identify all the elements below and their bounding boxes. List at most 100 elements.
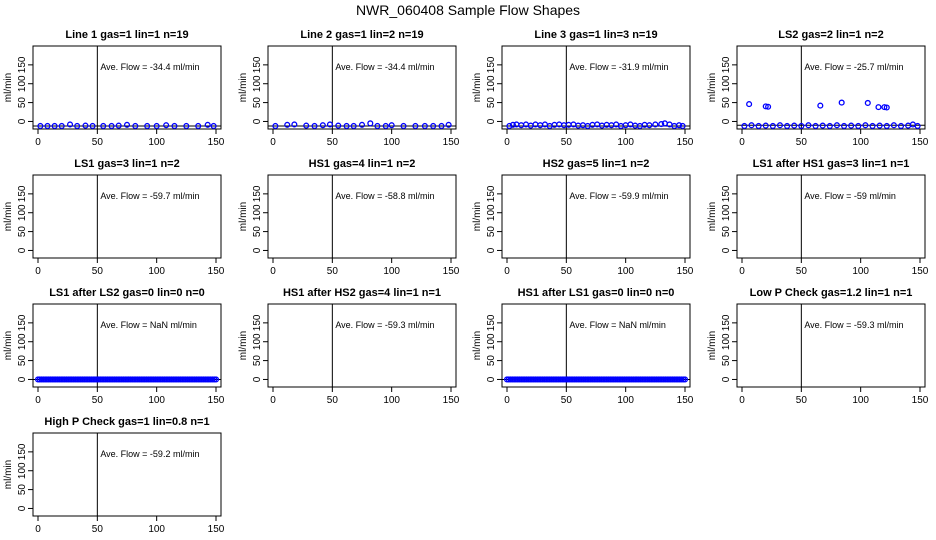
- data-point: [100, 122, 107, 130]
- data-point: [762, 103, 769, 110]
- data-point: [658, 121, 665, 128]
- data-point: [897, 122, 905, 130]
- data-point: [204, 121, 211, 128]
- data-point: [171, 122, 178, 130]
- data-point: [144, 122, 151, 130]
- data-point: [875, 104, 882, 111]
- data-point: [579, 122, 586, 129]
- data-point: [66, 121, 74, 128]
- panel-title: Line 1 gas=1 lin=1 n=19: [65, 29, 188, 41]
- data-point: [812, 122, 819, 130]
- data-point: [676, 122, 683, 129]
- data-point: [58, 122, 65, 130]
- x-tick-label: 100: [383, 137, 400, 148]
- data-point: [826, 122, 833, 130]
- data-point: [388, 122, 395, 129]
- data-point: [817, 102, 824, 109]
- data-point: [123, 121, 131, 128]
- data-point: [755, 122, 762, 130]
- data-point: [819, 122, 826, 129]
- data-point: [183, 122, 190, 130]
- x-tick-label: 100: [852, 137, 869, 148]
- data-point: [212, 376, 220, 383]
- data-point: [805, 122, 812, 129]
- data-point: [195, 122, 202, 130]
- data-point: [509, 121, 516, 128]
- y-tick-label: 50: [17, 484, 28, 496]
- data-point: [838, 99, 845, 106]
- data-point: [881, 104, 888, 111]
- x-tick-label: 50: [92, 266, 104, 277]
- y-tick-label: 100: [17, 75, 28, 92]
- plot-frame: [267, 303, 457, 388]
- data-point: [272, 122, 279, 130]
- average-flow-annotation: Ave. Flow = NaN ml/min: [569, 320, 666, 330]
- data-point: [622, 122, 629, 129]
- average-flow-annotation: Ave. Flow = -59.9 ml/min: [569, 191, 668, 201]
- panel-title: Low P Check gas=1.2 lin=1 n=1: [750, 287, 913, 299]
- data-point: [153, 122, 160, 130]
- panel-title: HS1 gas=4 lin=1 n=2: [309, 158, 416, 170]
- y-tick-label: 150: [252, 185, 263, 202]
- y-tick-label: 150: [486, 56, 497, 73]
- y-axis-label: ml/min: [3, 202, 14, 231]
- x-tick-label: 100: [617, 137, 634, 148]
- data-point: [841, 122, 848, 130]
- data-point: [335, 122, 342, 129]
- y-tick-label: 50: [252, 355, 263, 367]
- plot-frame: [736, 303, 926, 388]
- y-tick-label: 0: [17, 118, 28, 124]
- x-tick-label: 0: [739, 137, 745, 148]
- y-tick-label: 150: [17, 314, 28, 331]
- data-point: [762, 122, 769, 129]
- data-point: [343, 122, 350, 130]
- data-point: [679, 122, 686, 130]
- x-tick-label: 0: [35, 395, 41, 406]
- x-tick-label: 0: [270, 137, 276, 148]
- x-tick-label: 0: [739, 266, 745, 277]
- data-point: [537, 122, 544, 129]
- y-tick-label: 0: [721, 118, 732, 124]
- panel-title: Line 2 gas=1 lin=2 n=19: [300, 29, 423, 41]
- y-axis-label: ml/min: [707, 331, 718, 360]
- x-tick-label: 50: [327, 395, 339, 406]
- data-point: [746, 101, 753, 108]
- y-axis-label: ml/min: [238, 331, 249, 360]
- x-tick-label: 0: [270, 266, 276, 277]
- data-point: [883, 122, 890, 130]
- data-point: [890, 122, 897, 129]
- x-tick-label: 100: [617, 395, 634, 406]
- y-tick-label: 50: [721, 226, 732, 238]
- y-axis-label: ml/min: [238, 202, 249, 231]
- plot-frame: [267, 174, 457, 259]
- x-tick-label: 50: [796, 266, 808, 277]
- data-point: [791, 122, 798, 129]
- data-point: [506, 122, 513, 130]
- y-tick-label: 150: [486, 185, 497, 202]
- data-point: [74, 122, 81, 130]
- y-axis-label: ml/min: [472, 202, 483, 231]
- data-point: [848, 122, 855, 129]
- data-point: [769, 122, 776, 130]
- data-point: [132, 122, 139, 130]
- y-axis-label: ml/min: [3, 73, 14, 102]
- x-tick-label: 150: [208, 137, 225, 148]
- y-tick-label: 50: [252, 97, 263, 109]
- y-tick-label: 100: [17, 333, 28, 350]
- y-axis-label: ml/min: [472, 331, 483, 360]
- y-tick-label: 150: [252, 56, 263, 73]
- y-tick-label: 50: [252, 226, 263, 238]
- y-tick-label: 50: [486, 97, 497, 109]
- data-point: [291, 121, 298, 128]
- data-point: [284, 121, 291, 128]
- panel-title: LS1 after LS2 gas=0 lin=0 n=0: [49, 287, 205, 299]
- x-tick-label: 150: [912, 395, 929, 406]
- y-tick-label: 0: [252, 247, 263, 253]
- x-tick-label: 50: [327, 266, 339, 277]
- plot-frame: [32, 174, 222, 259]
- y-tick-label: 100: [17, 204, 28, 221]
- panel-title: HS1 after HS2 gas=4 lin=1 n=1: [283, 287, 441, 299]
- panel-title: LS1 after HS1 gas=3 lin=1 n=1: [753, 158, 910, 170]
- panel-title: High P Check gas=1 lin=0.8 n=1: [44, 416, 209, 428]
